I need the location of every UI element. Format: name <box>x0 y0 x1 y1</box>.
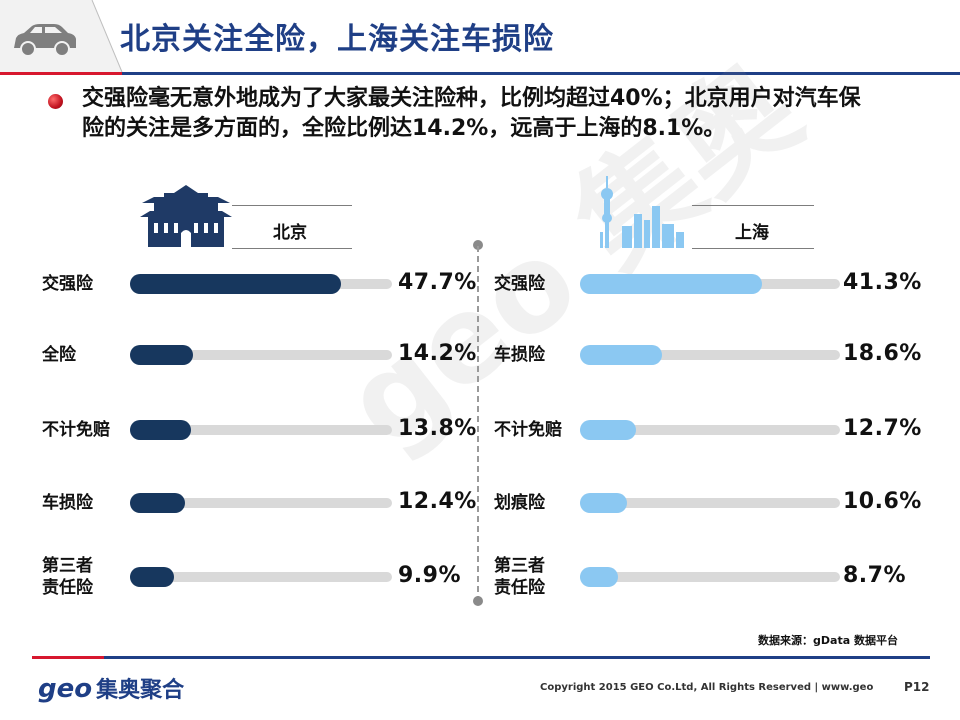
footer-line-blue <box>104 656 930 659</box>
shanghai-title: 上海 <box>735 223 769 243</box>
shanghai-header-line-top <box>692 205 814 206</box>
bar <box>130 345 193 365</box>
bar <box>130 274 341 294</box>
header: 北京关注全险，上海关注车损险 <box>0 0 960 73</box>
bar <box>580 345 663 365</box>
value-label: 9.9% <box>398 563 462 588</box>
bullet-dot-icon <box>48 94 63 109</box>
bar-track <box>130 572 392 582</box>
divider-dot-top <box>473 240 483 250</box>
footer-logo: geo 集奥聚合 <box>38 672 184 704</box>
value-label: 12.4% <box>398 489 477 514</box>
bar-track <box>130 425 392 435</box>
panel-divider <box>477 246 479 602</box>
logo-latin: geo <box>38 674 93 704</box>
bar-track <box>580 350 840 360</box>
bar <box>580 567 619 587</box>
beijing-header-line-bottom <box>232 248 352 249</box>
value-label: 13.8% <box>398 416 477 441</box>
beijing-header-line-top <box>232 205 352 206</box>
car-icon <box>14 24 76 57</box>
bar <box>580 420 637 440</box>
value-label: 41.3% <box>843 270 922 295</box>
bar <box>130 567 174 587</box>
title-underline-blue <box>122 72 960 75</box>
bar-track <box>580 572 840 582</box>
bar-track <box>130 350 392 360</box>
bar-track <box>580 425 840 435</box>
bar <box>130 493 185 513</box>
temple-icon <box>140 185 232 247</box>
category-label: 交强险 <box>494 274 545 294</box>
page-number: P12 <box>904 680 930 694</box>
divider-dot-bottom <box>473 596 483 606</box>
skyline-icon <box>600 176 684 248</box>
category-label: 第三者 责任险 <box>42 556 93 598</box>
page-title: 北京关注全险，上海关注车损险 <box>120 22 554 57</box>
category-label: 车损险 <box>494 345 545 365</box>
value-label: 14.2% <box>398 341 477 366</box>
footer-line-red <box>32 656 104 659</box>
value-label: 18.6% <box>843 341 922 366</box>
bar <box>130 420 191 440</box>
value-label: 10.6% <box>843 489 922 514</box>
category-label: 车损险 <box>42 493 93 513</box>
copyright-text: Copyright 2015 GEO Co.Ltd, All Rights Re… <box>540 682 874 693</box>
value-label: 8.7% <box>843 563 907 588</box>
category-label: 交强险 <box>42 274 93 294</box>
beijing-title: 北京 <box>273 223 307 243</box>
category-label: 不计免赔 <box>494 420 562 440</box>
logo-cn: 集奥聚合 <box>96 678 185 703</box>
value-label: 12.7% <box>843 416 922 441</box>
category-label: 不计免赔 <box>42 420 110 440</box>
title-underline-red <box>0 72 122 75</box>
source-note: 数据来源：gData 数据平台 <box>758 634 898 647</box>
bullet-text: 交强险毫无意外地成为了大家最关注险种，比例均超过40%；北京用户对汽车保险的关注… <box>82 86 861 141</box>
bar-track <box>130 498 392 508</box>
category-label: 划痕险 <box>494 493 545 513</box>
value-label: 47.7% <box>398 270 477 295</box>
category-label: 第三者 责任险 <box>494 556 545 598</box>
category-label: 全险 <box>42 345 76 365</box>
bar-track <box>580 498 840 508</box>
shanghai-header-line-bottom <box>692 248 814 249</box>
bar <box>580 493 627 513</box>
bar <box>580 274 763 294</box>
